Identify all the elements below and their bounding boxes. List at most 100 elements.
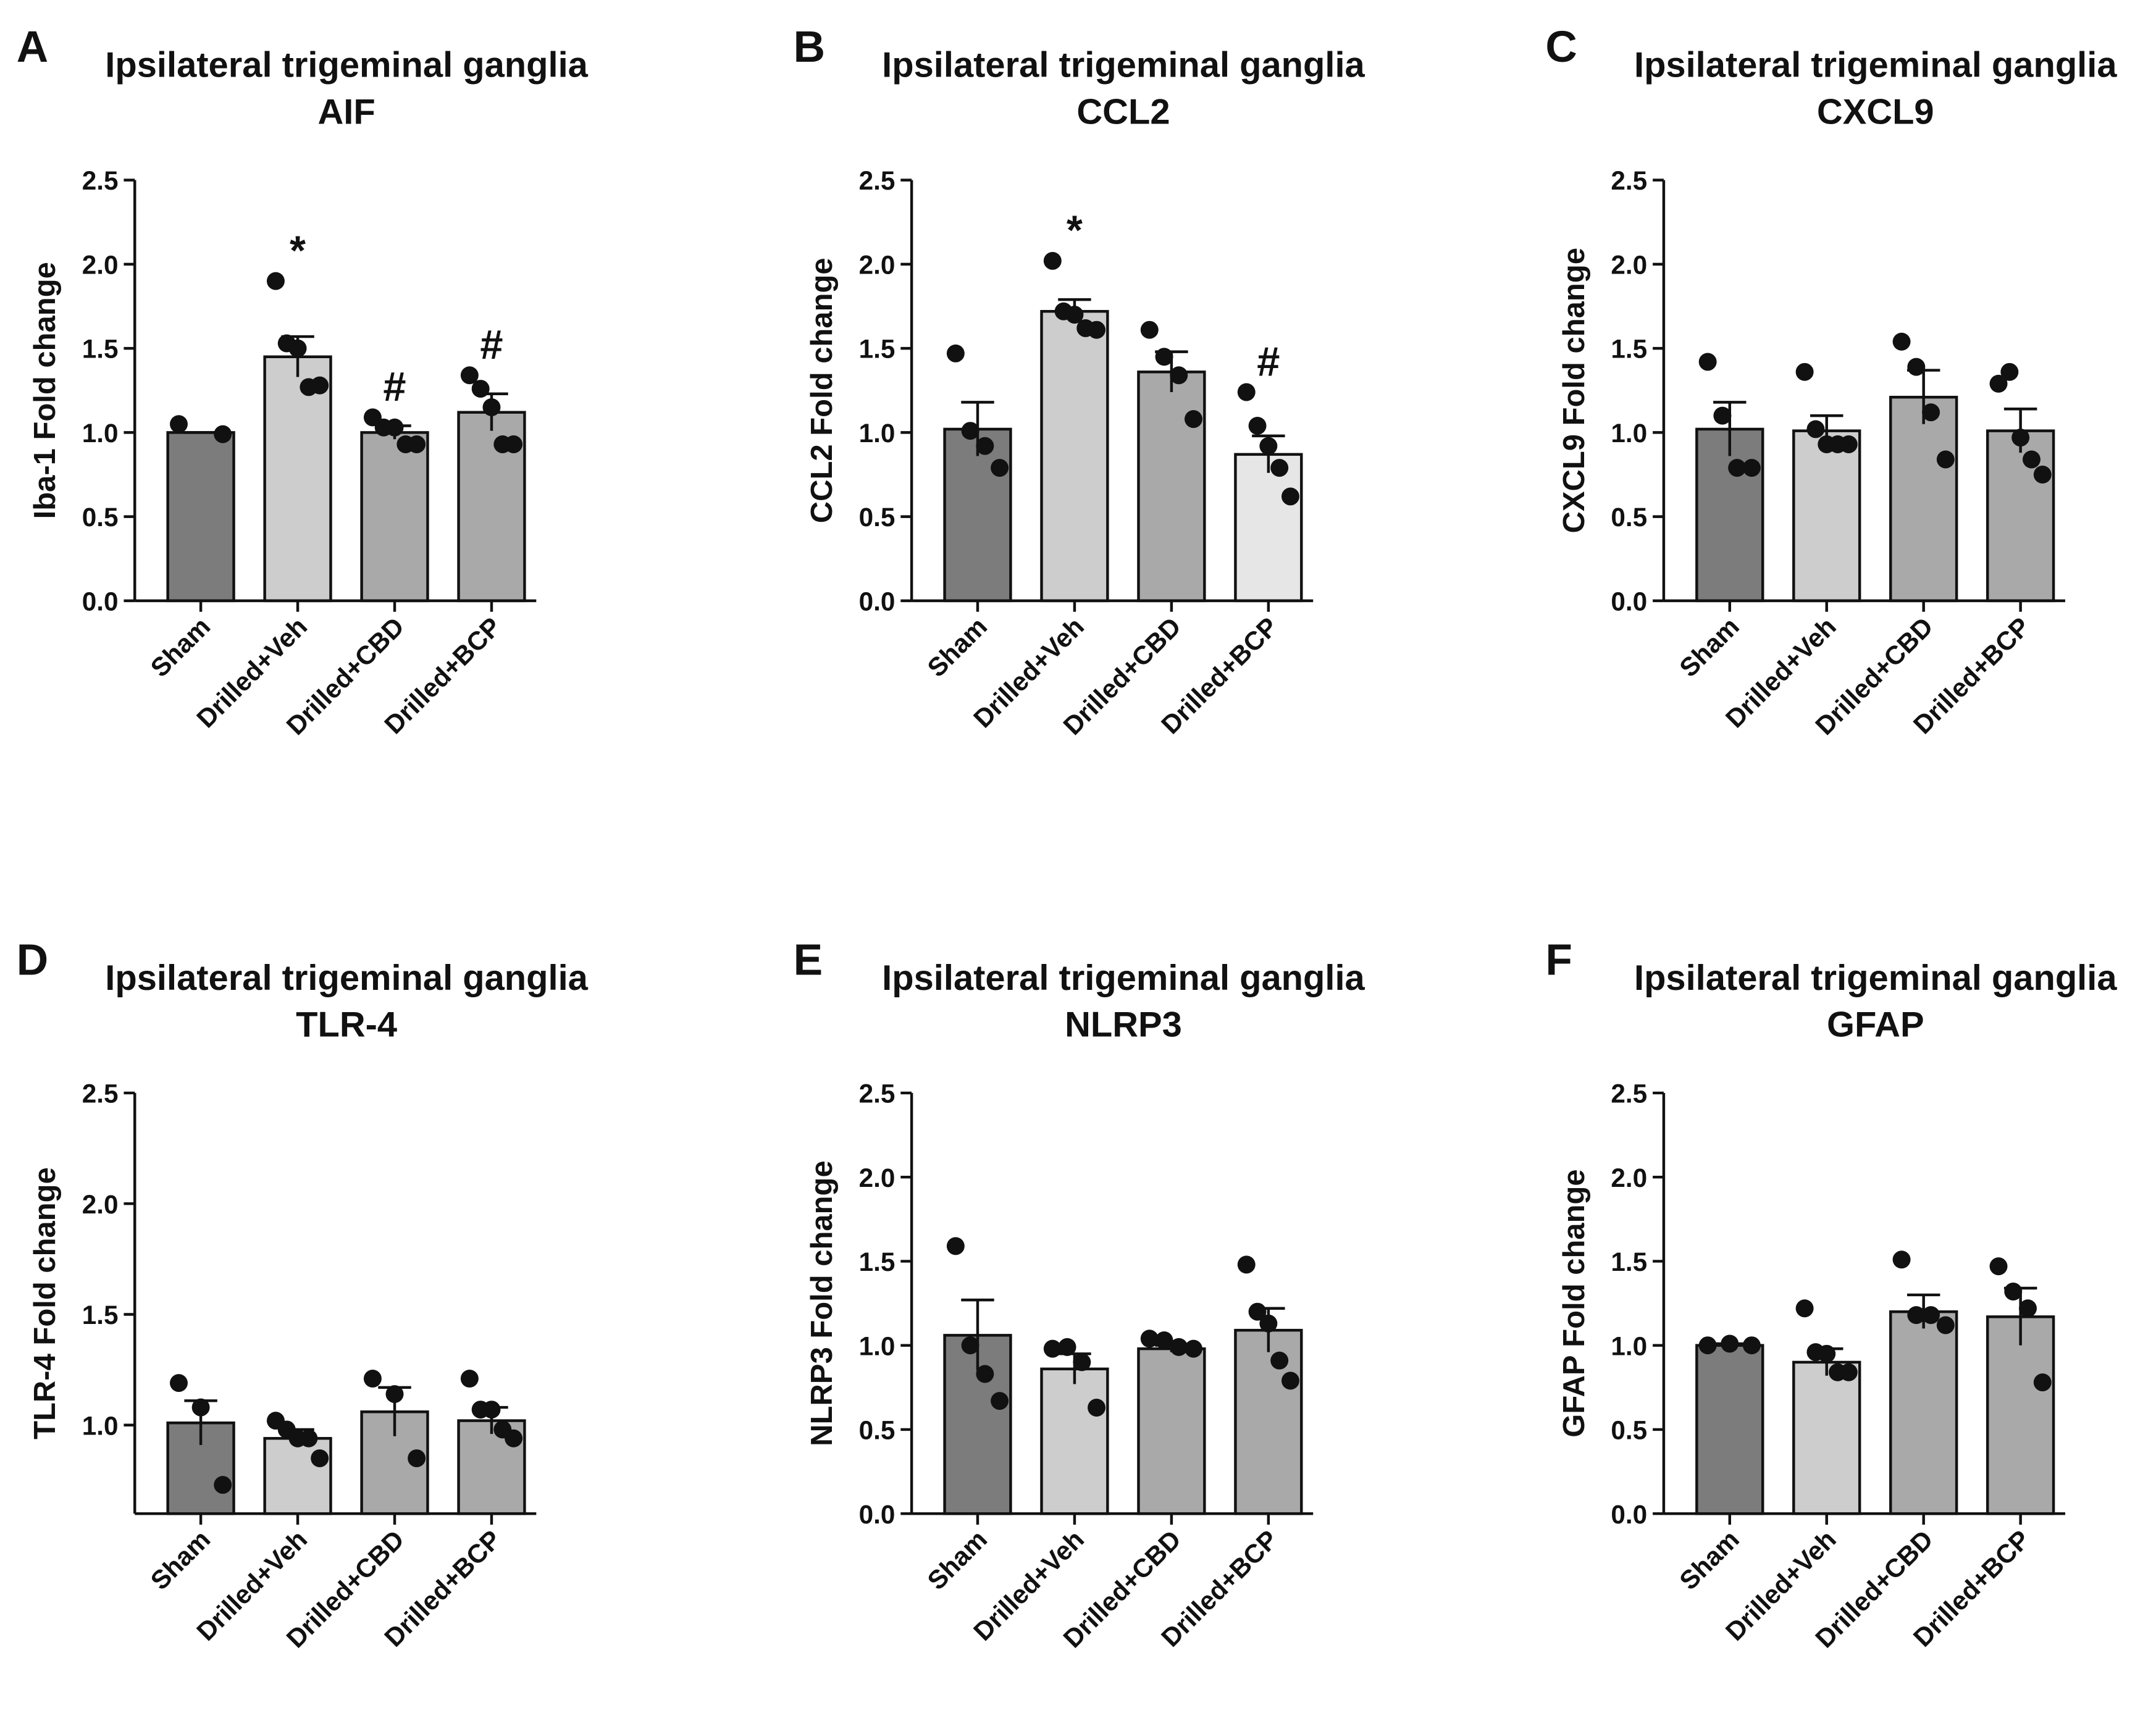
- data-point: [961, 422, 979, 440]
- y-tick-label: 1.5: [82, 335, 119, 364]
- y-tick-label: 2.0: [859, 1163, 896, 1192]
- y-tick-label: 1.0: [859, 419, 896, 448]
- y-tick-label: 2.0: [1611, 250, 1647, 279]
- data-point: [1839, 435, 1858, 453]
- data-point: [385, 1385, 404, 1404]
- panel: F Ipsilateral trigeminal ganglia GFAP GFAP …: [1545, 936, 2117, 1653]
- chart-subtitle: AIF: [317, 92, 375, 132]
- y-tick-label: 1.5: [859, 1247, 896, 1276]
- data-point: [1043, 251, 1062, 270]
- y-axis-label: Iba-1 Fold change: [28, 262, 62, 519]
- y-axis-label: NLRP3 Fold change: [805, 1160, 839, 1446]
- data-point: [1073, 1353, 1091, 1372]
- data-point: [1043, 1339, 1062, 1358]
- data-point: [1248, 417, 1267, 435]
- data-point: [1088, 320, 1106, 339]
- panel-letter: F: [1545, 936, 1572, 984]
- y-tick-label: 0.0: [82, 587, 119, 616]
- chart-subtitle: GFAP: [1827, 1005, 1924, 1045]
- y-tick-label: 1.0: [859, 1331, 896, 1360]
- chart-title: Ipsilateral trigeminal ganglia: [105, 46, 588, 85]
- y-tick-label: 2.0: [1611, 1163, 1647, 1192]
- data-point: [385, 418, 404, 437]
- data-point: [1907, 1306, 1926, 1325]
- significance-mark: *: [290, 228, 306, 274]
- panel: E Ipsilateral trigeminal ganglia NLRP3 NLRP…: [794, 936, 1365, 1653]
- x-tick-label: Sham: [145, 1525, 216, 1596]
- data-point: [1140, 1330, 1159, 1348]
- data-point: [266, 272, 285, 290]
- data-point: [1936, 450, 1955, 469]
- y-tick-label: 0.5: [1611, 503, 1647, 532]
- panel: B Ipsilateral trigeminal ganglia CCL2 CCL2 …: [794, 23, 1365, 740]
- y-tick-label: 0.0: [1611, 1500, 1647, 1529]
- y-axis-label: TLR-4 Fold change: [28, 1167, 62, 1439]
- data-point: [1721, 1334, 1739, 1353]
- x-tick-label: Sham: [1674, 1525, 1745, 1596]
- data-point: [1922, 403, 1940, 422]
- panel-letter: B: [794, 23, 825, 72]
- data-point: [460, 1369, 479, 1388]
- y-tick-label: 0.0: [1611, 587, 1647, 616]
- data-point: [471, 380, 490, 398]
- y-tick-label: 2.0: [82, 1190, 119, 1219]
- y-tick-label: 0.5: [82, 503, 119, 532]
- panel: A Ipsilateral trigeminal ganglia AIF Iba-1 …: [17, 23, 589, 740]
- y-tick-label: 1.0: [82, 419, 119, 448]
- chart-title: Ipsilateral trigeminal ganglia: [1634, 958, 2117, 998]
- data-point: [460, 366, 479, 385]
- bar: [1040, 1367, 1109, 1515]
- y-tick-label: 2.5: [859, 1079, 896, 1108]
- y-axis-label: CXCL9 Fold change: [1558, 248, 1591, 534]
- bar: [263, 355, 332, 603]
- y-tick-label: 1.5: [859, 335, 896, 364]
- data-point: [170, 1374, 188, 1393]
- data-point: [1795, 362, 1814, 381]
- data-point: [311, 376, 329, 395]
- bar: [1234, 453, 1303, 603]
- bar: [1889, 395, 1958, 603]
- chart-title: Ipsilateral trigeminal ganglia: [882, 958, 1365, 998]
- chart-subtitle: TLR-4: [296, 1005, 397, 1045]
- chart-subtitle: CCL2: [1076, 92, 1170, 132]
- chart-title: Ipsilateral trigeminal ganglia: [1634, 46, 2117, 85]
- chart-title: Ipsilateral trigeminal ganglia: [882, 46, 1365, 85]
- bar: [1137, 371, 1206, 603]
- data-point: [408, 1449, 426, 1468]
- panel-letter: D: [17, 936, 48, 984]
- significance-mark: #: [383, 364, 406, 410]
- data-point: [976, 437, 994, 455]
- bar: [943, 427, 1012, 603]
- bar: [1695, 427, 1764, 603]
- bar: [1137, 1347, 1206, 1515]
- y-tick-label: 0.5: [859, 503, 896, 532]
- data-point: [288, 339, 307, 358]
- data-point: [1742, 459, 1761, 477]
- data-point: [991, 1392, 1009, 1410]
- y-tick-label: 0.0: [859, 587, 896, 616]
- data-point: [482, 1401, 501, 1419]
- data-point: [1281, 1372, 1299, 1390]
- data-point: [214, 425, 232, 443]
- data-point: [1281, 487, 1299, 506]
- y-tick-label: 1.0: [1611, 419, 1647, 448]
- y-tick-label: 1.5: [1611, 1247, 1647, 1276]
- data-point: [1259, 437, 1278, 455]
- data-point: [961, 1336, 979, 1355]
- data-point: [1806, 420, 1825, 438]
- bar: [1234, 1328, 1303, 1515]
- data-point: [1185, 1339, 1202, 1358]
- data-point: [1892, 332, 1911, 351]
- data-point: [1728, 459, 1747, 477]
- data-point: [1698, 1336, 1717, 1355]
- y-axis-label: CCL2 Fold change: [805, 258, 839, 523]
- y-tick-label: 1.0: [82, 1411, 119, 1440]
- data-point: [1892, 1250, 1911, 1269]
- bar: [1889, 1310, 1958, 1515]
- y-tick-label: 2.5: [82, 1079, 119, 1108]
- bar: [1040, 309, 1109, 603]
- data-point: [1237, 383, 1256, 401]
- panel-letter: A: [17, 23, 48, 72]
- y-tick-label: 2.0: [859, 250, 896, 279]
- y-tick-label: 1.5: [1611, 335, 1647, 364]
